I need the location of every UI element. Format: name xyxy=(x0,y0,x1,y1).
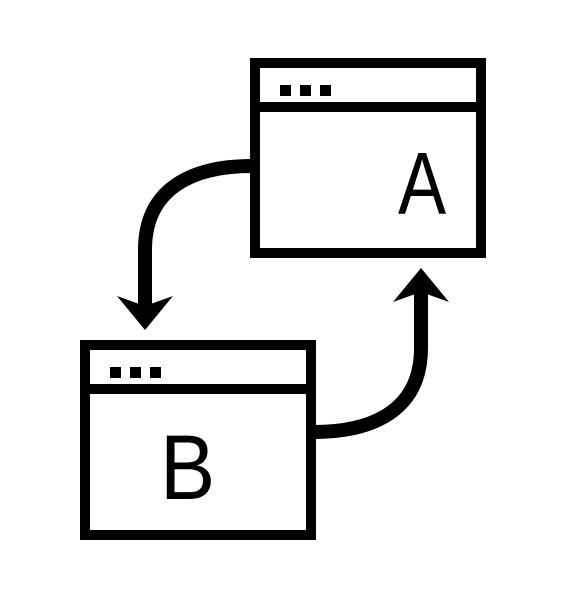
arrow-b-to-a-icon xyxy=(0,0,570,600)
ab-swap-diagram: A B xyxy=(0,0,570,600)
